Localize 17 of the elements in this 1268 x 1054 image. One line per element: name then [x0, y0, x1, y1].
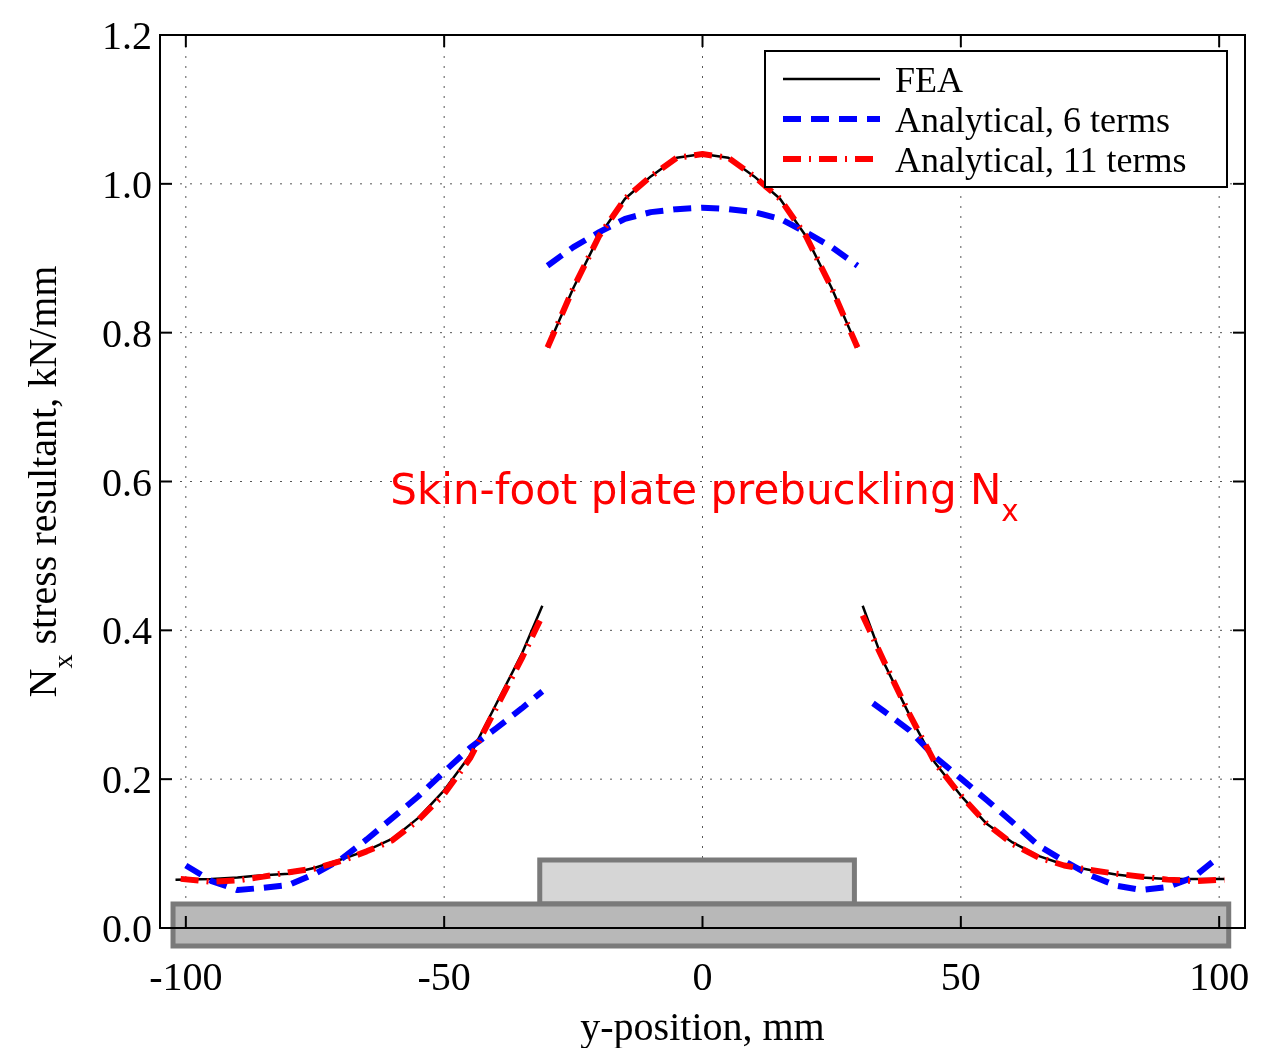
y-tick-label: 0.6: [102, 459, 152, 505]
y-tick-label: 0.4: [102, 608, 152, 654]
y-tick-label: 1.2: [102, 13, 152, 58]
annotation: Skin-foot plate prebuckling N$_{x}$: [390, 464, 1019, 528]
legend-label: Analytical, 6 terms: [895, 99, 1170, 140]
y-tick-label: 0.0: [102, 906, 152, 951]
x-tick-label: -50: [417, 954, 471, 999]
legend-label: FEA: [895, 59, 964, 100]
y-tick-label: 0.2: [102, 757, 152, 803]
x-tick-label: 100: [1189, 954, 1250, 999]
y-tick-label: 0.8: [102, 310, 152, 356]
x-axis-title: y-position, mm: [580, 1004, 825, 1049]
legend-label: Analytical, 11 terms: [895, 139, 1187, 180]
y-tick-label: 1.0: [102, 161, 152, 207]
x-tick-label: 50: [940, 954, 981, 999]
x-tick-label: 0: [692, 954, 713, 999]
x-tick-label: -100: [149, 954, 223, 999]
